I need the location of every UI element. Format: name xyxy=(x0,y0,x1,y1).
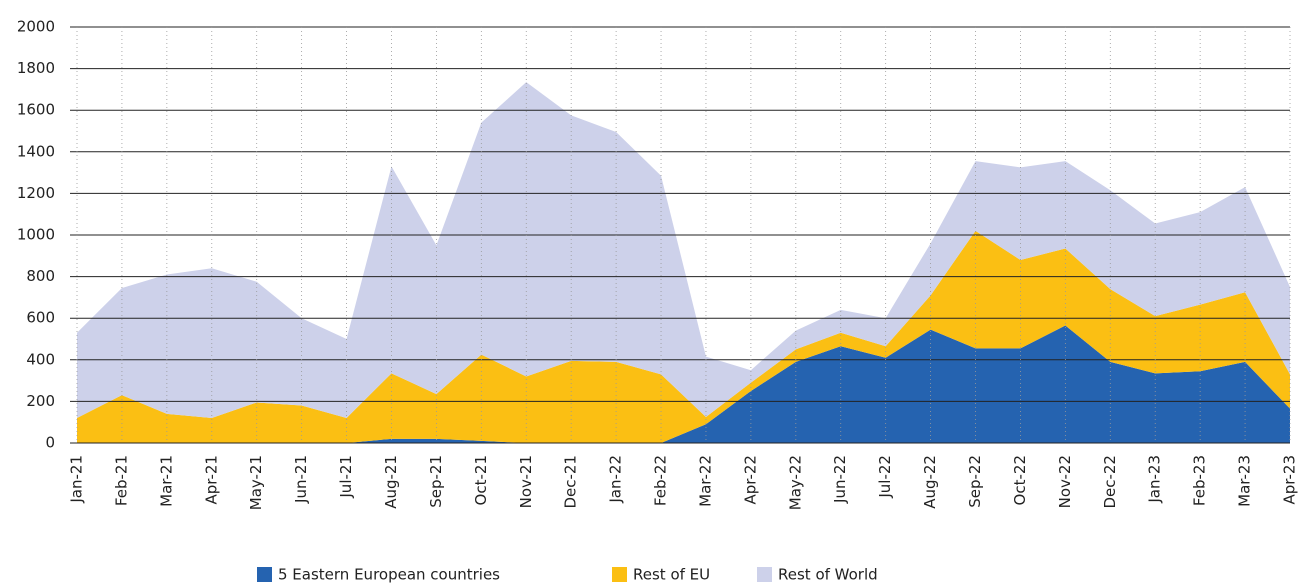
x-tick-label: Feb-22 xyxy=(652,455,670,506)
y-tick-label: 200 xyxy=(26,392,55,410)
x-tick-label: Jun-22 xyxy=(831,455,849,504)
x-tick-label: Jul-22 xyxy=(876,455,894,499)
y-tick-label: 0 xyxy=(45,434,55,452)
y-tick-label: 600 xyxy=(26,309,55,327)
legend-label: 5 Eastern European countries xyxy=(278,566,500,584)
x-tick-label: Jan-22 xyxy=(607,455,625,504)
legend-label: Rest of World xyxy=(778,566,878,584)
x-tick-label: Dec-22 xyxy=(1101,455,1119,509)
y-tick-label: 1600 xyxy=(17,101,55,119)
x-tick-label: Dec-21 xyxy=(562,455,580,509)
x-tick-label: Nov-22 xyxy=(1056,455,1074,508)
legend-swatch xyxy=(757,567,772,582)
x-tick-label: Jan-23 xyxy=(1146,455,1164,504)
x-tick-label: Mar-22 xyxy=(696,455,714,507)
x-tick-label: Jan-21 xyxy=(68,455,86,504)
y-tick-label: 400 xyxy=(26,350,55,368)
x-tick-label: Oct-22 xyxy=(1011,455,1029,505)
x-tick-label: Aug-21 xyxy=(382,455,400,509)
x-tick-label: Feb-23 xyxy=(1191,455,1209,506)
legend-label: Rest of EU xyxy=(633,566,710,584)
x-tick-label: Nov-21 xyxy=(517,455,535,508)
x-tick-label: May-22 xyxy=(786,455,804,510)
x-tick-label: Mar-23 xyxy=(1236,455,1254,507)
y-tick-label: 1400 xyxy=(17,142,55,160)
x-tick-label: Apr-22 xyxy=(741,455,759,505)
x-tick-label: Jul-21 xyxy=(337,455,355,499)
x-tick-label: Oct-21 xyxy=(472,455,490,505)
x-tick-label: Aug-22 xyxy=(921,455,939,509)
x-tick-label: May-21 xyxy=(247,455,265,510)
legend-swatch xyxy=(257,567,272,582)
y-tick-label: 1200 xyxy=(17,184,55,202)
y-tick-label: 1800 xyxy=(17,59,55,77)
y-tick-label: 2000 xyxy=(17,18,55,36)
y-tick-label: 800 xyxy=(26,267,55,285)
y-tick-label: 1000 xyxy=(17,226,55,244)
legend-swatch xyxy=(612,567,627,582)
x-tick-label: Feb-21 xyxy=(112,455,130,506)
x-tick-label: Apr-21 xyxy=(202,455,220,505)
x-tick-label: Sep-22 xyxy=(966,455,984,508)
x-tick-label: Jun-21 xyxy=(292,455,310,504)
x-tick-label: Mar-21 xyxy=(157,455,175,507)
x-tick-label: Apr-23 xyxy=(1281,455,1298,505)
x-tick-label: Sep-21 xyxy=(427,455,445,508)
